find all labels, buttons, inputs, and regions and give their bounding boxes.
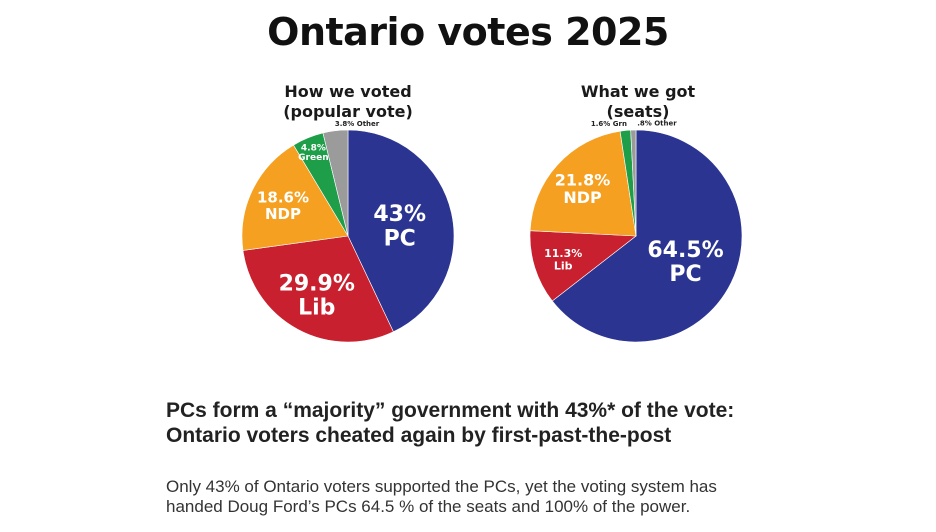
seats-title-line2: (seats) xyxy=(606,102,670,121)
headline-line2: Ontario voters cheated again by first-pa… xyxy=(166,424,672,447)
popular-vote-label-ndp: 18.6% NDP xyxy=(257,189,309,224)
headline: PCs form a “majority” government with 43… xyxy=(166,398,906,448)
seats-slice-ndp xyxy=(529,130,637,237)
seats-label-lib: 11.3% Lib xyxy=(544,247,582,272)
seats-slice-pc xyxy=(551,129,743,343)
seats-pie-chart: 64.5% PC 11.3% Lib 21.8% NDP 1.6% Grn .8% Other xyxy=(529,119,743,343)
seats-label-ndp: 21.8% NDP xyxy=(555,170,611,207)
popular-vote-label-green: 4.8% Green xyxy=(298,143,328,163)
popular-vote-title-line2: (popular vote) xyxy=(283,102,413,121)
body-text: Only 43% of Ontario voters supported the… xyxy=(166,477,906,517)
seats-slice-lib xyxy=(529,230,637,302)
popular-vote-slice-pc xyxy=(347,129,455,333)
popular-vote-slice-lib xyxy=(242,235,394,343)
seats-label-other: .8% Other xyxy=(637,119,677,127)
body-line2: handed Doug Ford’s PCs 64.5 % of the sea… xyxy=(166,497,691,516)
popular-vote-label-other: 3.8% Other xyxy=(335,120,380,128)
popular-vote-title-line1: How we voted xyxy=(284,82,412,101)
seats-label-green: 1.6% Grn xyxy=(591,120,627,128)
popular-vote-slice-ndp xyxy=(241,144,349,251)
popular-vote-chart-title: How we voted (popular vote) xyxy=(250,82,446,122)
seats-slice-other xyxy=(630,129,637,237)
popular-vote-pie-chart: 43% PC 29.9% Lib 18.6% NDP 4.8% Green 3.8% Other xyxy=(241,120,455,343)
popular-vote-slice-other xyxy=(322,129,349,237)
headline-line1: PCs form a “majority” government with 43… xyxy=(166,399,735,422)
body-line1: Only 43% of Ontario voters supported the… xyxy=(166,477,717,496)
popular-vote-label-lib: 29.9% Lib xyxy=(279,272,355,321)
seats-label-pc: 64.5% PC xyxy=(647,238,723,287)
popular-vote-label-pc: 43% PC xyxy=(373,202,426,251)
seats-chart-title: What we got (seats) xyxy=(540,82,736,122)
page-title: Ontario votes 2025 xyxy=(267,10,669,54)
seats-title-line1: What we got xyxy=(580,82,696,101)
